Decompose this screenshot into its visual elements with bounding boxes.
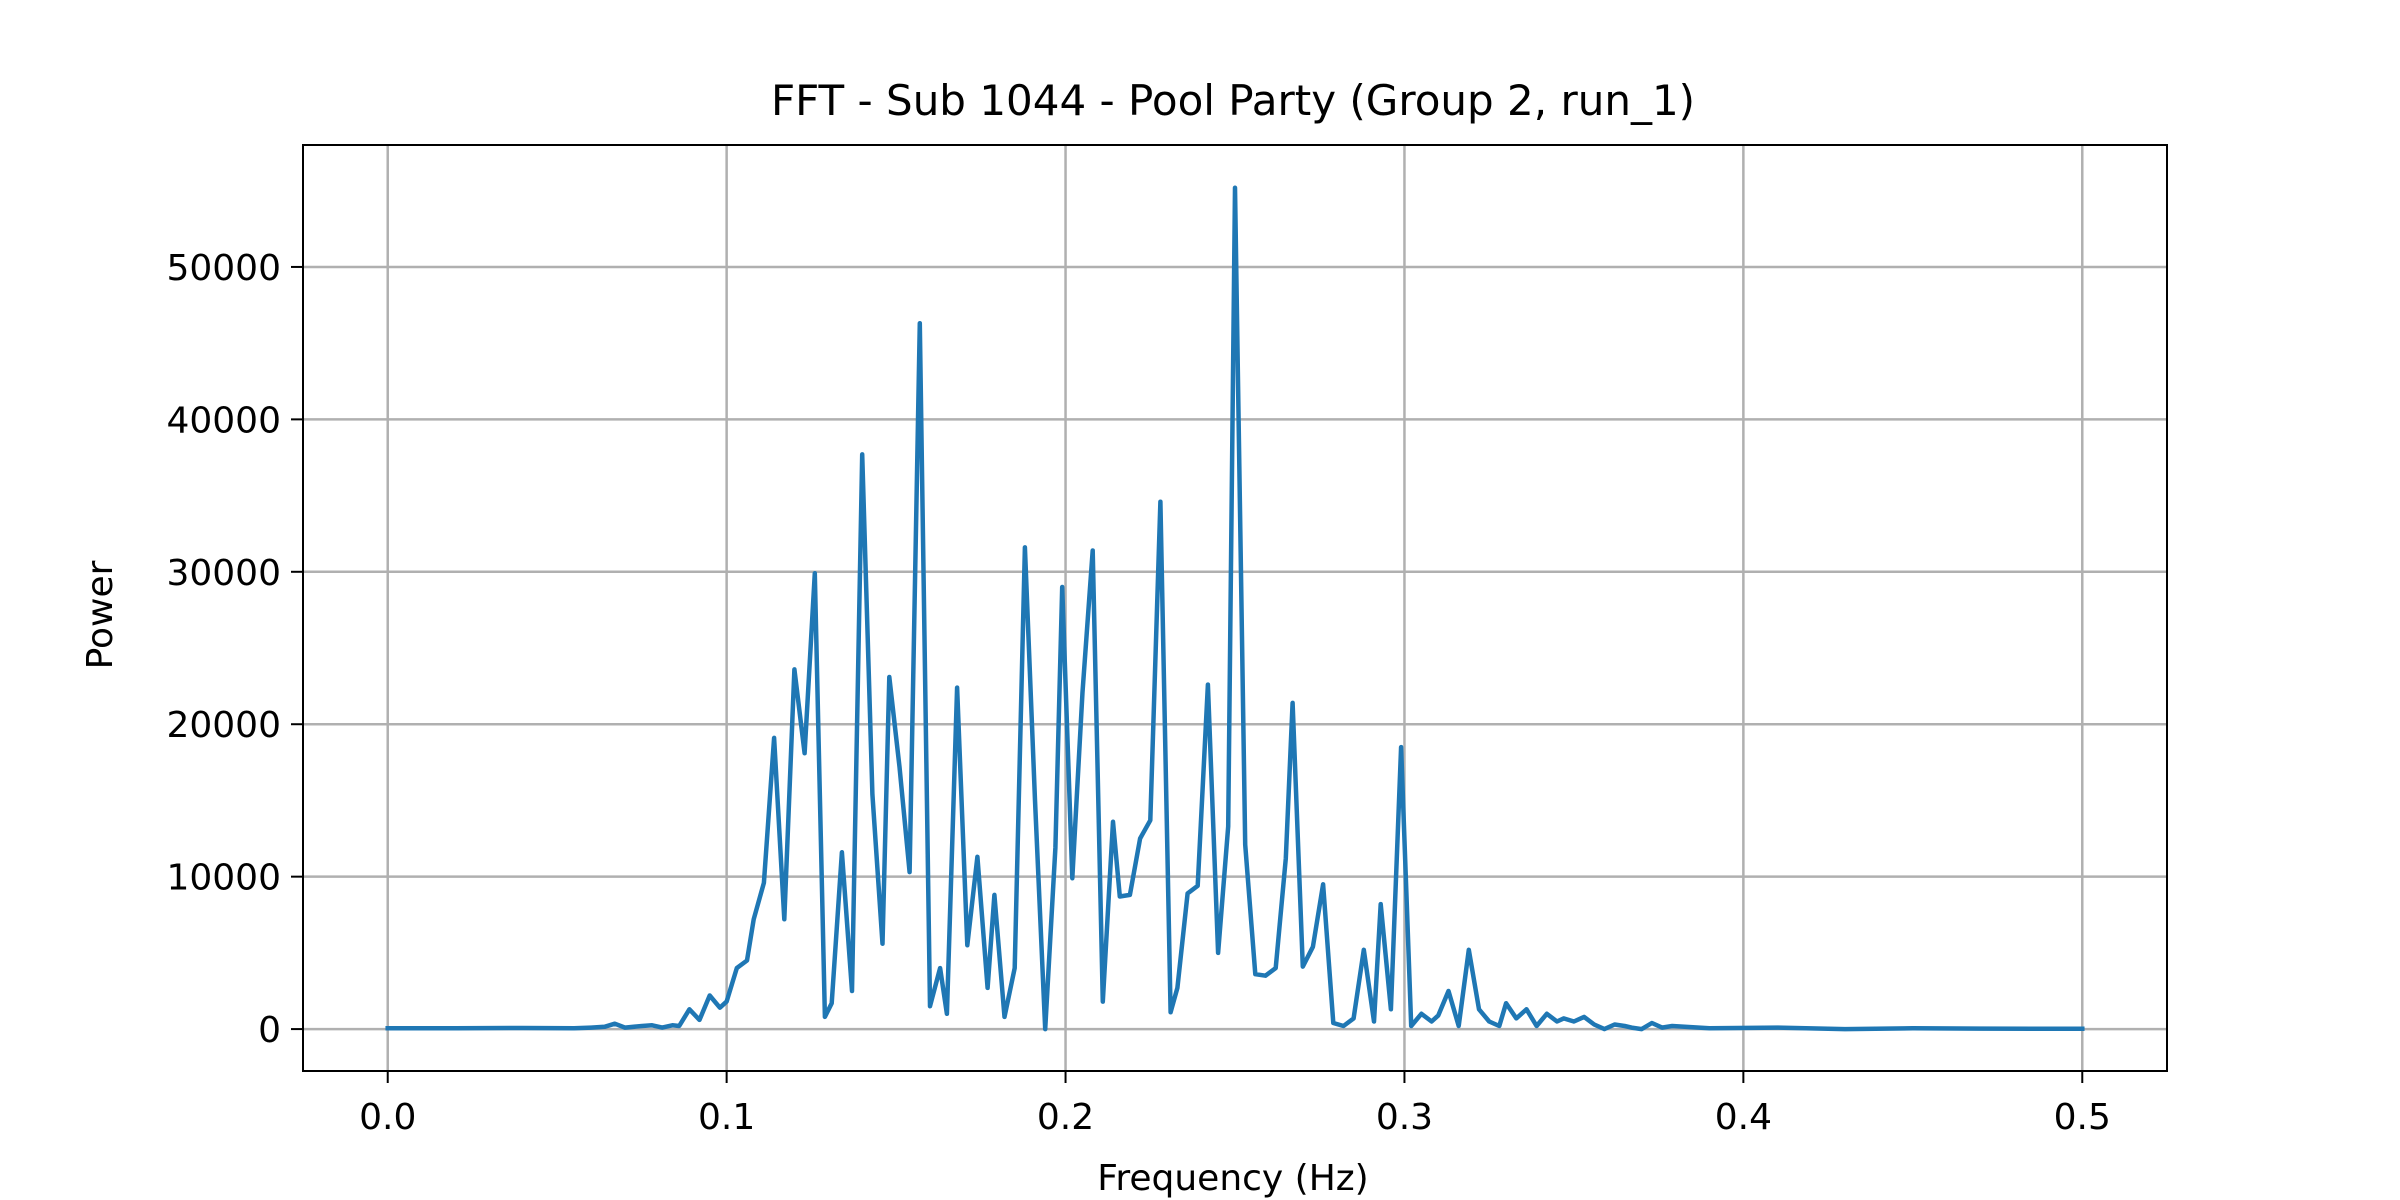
x-tick-label: 0.1 bbox=[698, 1097, 755, 1138]
y-tick-label: 10000 bbox=[166, 858, 281, 899]
x-tick-label: 0.3 bbox=[1376, 1097, 1433, 1138]
plot-area-frame bbox=[302, 144, 2168, 1072]
grid-lines bbox=[303, 145, 2167, 1071]
axis-ticks: 0.0 0.1 0.2 0.3 0.4 0.5 0 10000 20000 30000 40000 5… bbox=[166, 248, 2110, 1138]
x-tick-label: 0.0 bbox=[359, 1097, 416, 1138]
x-tick-label: 0.5 bbox=[2054, 1097, 2111, 1138]
x-axis-label: Frequency (Hz) bbox=[1097, 1158, 1368, 1199]
x-tick-label: 0.4 bbox=[1715, 1097, 1772, 1138]
y-tick-label: 30000 bbox=[166, 553, 281, 594]
y-tick-label: 0 bbox=[258, 1010, 281, 1051]
y-tick-label: 20000 bbox=[166, 705, 281, 746]
chart-title: FFT - Sub 1044 - Pool Party (Group 2, ru… bbox=[771, 76, 1695, 125]
series-layer bbox=[385, 185, 2085, 1032]
y-tick-label: 50000 bbox=[166, 248, 281, 289]
x-tick-label: 0.2 bbox=[1037, 1097, 1094, 1138]
series-line bbox=[385, 185, 2085, 1032]
y-tick-label: 40000 bbox=[166, 400, 281, 441]
y-axis-label: Power bbox=[80, 560, 121, 669]
